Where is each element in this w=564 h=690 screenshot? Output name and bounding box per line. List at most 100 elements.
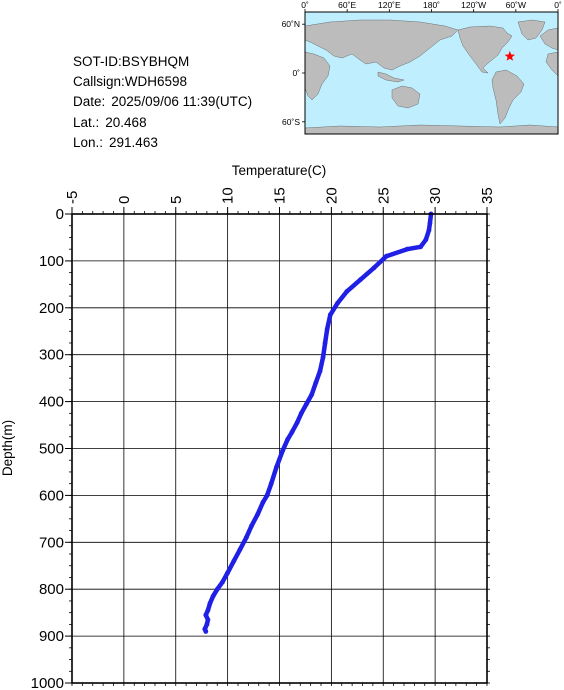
profile-point [335, 300, 340, 306]
y-tick-label: 500 [39, 441, 64, 458]
x-tick-label: 35 [479, 187, 496, 204]
y-tick-label: 900 [39, 628, 64, 645]
map-lon-label: 0˚ [554, 0, 562, 10]
profile-point [317, 368, 323, 374]
lat-row: Lat.: 20.468 [73, 113, 252, 133]
map-lon-label: 60˚W [506, 0, 526, 10]
star-icon [504, 50, 516, 61]
lat-label: Lat.: [73, 114, 100, 130]
y-tick-label: 200 [39, 300, 64, 317]
profile-point [205, 617, 211, 623]
date-value: 2025/09/06 11:39(UTC) [111, 94, 253, 110]
y-tick-label: 800 [39, 581, 64, 598]
y-tick-label: 700 [39, 534, 64, 551]
profile-point [358, 277, 363, 283]
map-lat-ticks: 60˚N 0˚ 60˚S [282, 19, 305, 127]
profile-point [298, 410, 304, 416]
station-info: SOT-ID:BSYBHQM Callsign:WDH6598 Date: 202… [73, 52, 252, 153]
profile-point [214, 586, 220, 592]
profile-point [423, 237, 429, 243]
profile-point [205, 607, 211, 613]
profile-point [289, 429, 295, 435]
map-land [304, 19, 559, 135]
profile-point [260, 500, 266, 505]
profile-point [344, 289, 350, 294]
x-tick-label: 0 [116, 196, 133, 204]
land-south-america [491, 69, 525, 125]
profile-point [249, 523, 254, 529]
profile-point [285, 436, 291, 442]
land-islands [377, 71, 405, 83]
profile-point [220, 579, 225, 585]
date-label: Date: [73, 94, 106, 110]
x-tick-label: 15 [272, 187, 289, 204]
y-tick-label: 0 [56, 206, 64, 223]
profile-point [309, 392, 315, 397]
x-axis-ticks: -5 0 5 10 15 20 25 30 35 [64, 187, 496, 686]
profile-point [243, 535, 249, 540]
profile-line [202, 211, 434, 634]
map-lon-label: 60˚E [338, 0, 356, 10]
y-axis-title: Depth(m) [0, 420, 15, 476]
y-tick-label: 100 [39, 253, 64, 270]
profile-point [268, 481, 274, 487]
profile-point [203, 629, 209, 634]
sot-id: SOT-ID:BSYBHQM [73, 54, 190, 69]
profile-point [231, 558, 237, 564]
profile-point [320, 354, 326, 360]
profile-point [324, 326, 330, 332]
y-tick-label: 300 [39, 347, 64, 364]
profile-point [426, 228, 432, 233]
profile-point [207, 600, 213, 606]
land-africa-west [545, 51, 559, 77]
lon-row: Lon.: 291.463 [73, 133, 252, 153]
temperature-profile [202, 211, 434, 634]
profile-point [204, 622, 210, 627]
profile-point [384, 253, 389, 259]
profile-point [304, 401, 309, 407]
profile-point [264, 493, 270, 498]
profile-point [427, 221, 433, 226]
profile-point [418, 244, 423, 250]
profile-point [322, 340, 328, 346]
profile-point [327, 312, 333, 318]
y-axis-ticks: 0 100 200 300 400 500 600 700 800 900 1000 [31, 206, 490, 690]
land-australia [391, 85, 421, 109]
lon-value: 291.463 [109, 134, 158, 150]
map-lat-label: 60˚S [282, 117, 300, 127]
lat-value: 20.468 [105, 114, 147, 130]
map-lon-label: 0˚ [301, 0, 309, 10]
profile-point [203, 612, 209, 618]
callsign: Callsign:WDH6598 [73, 74, 188, 90]
x-tick-label: 30 [427, 187, 444, 204]
x-tick-label: 10 [220, 187, 237, 204]
map-lat-label: 60˚N [282, 19, 300, 29]
map-lon-ticks: 0˚ 60˚E 120˚E 180˚ 120˚W 60˚W 0˚ [301, 0, 562, 12]
profile-point [225, 570, 231, 576]
x-tick-label: -5 [64, 191, 81, 204]
y-tick-label: 600 [39, 487, 64, 504]
profile-point [255, 511, 261, 517]
map-lon-label: 180˚ [423, 0, 440, 10]
y-tick-label: 400 [39, 394, 64, 411]
profile-point [404, 246, 410, 252]
profile-point [280, 448, 285, 454]
land-north-america [457, 25, 513, 74]
profile-point [210, 593, 216, 599]
plot-frame [71, 213, 488, 684]
x-axis-title: Temperature(C) [232, 163, 327, 178]
map-lon-label: 120˚E [378, 0, 401, 10]
profile-point [313, 380, 319, 386]
profile-point [294, 420, 300, 426]
x-tick-label: 20 [323, 187, 340, 204]
x-tick-label: 5 [168, 196, 185, 204]
map-lat-label: 0˚ [292, 68, 300, 78]
location-map: 0˚ 60˚E 120˚E 180˚ 120˚W 60˚W 0˚ 60˚N0˚60˚S [282, 0, 562, 135]
land-africa [304, 51, 331, 101]
profile-point [371, 265, 377, 271]
land-greenland [517, 19, 546, 41]
map-lon-label: 120˚W [461, 0, 486, 10]
profile-point [274, 464, 279, 470]
profile-point [237, 546, 243, 552]
